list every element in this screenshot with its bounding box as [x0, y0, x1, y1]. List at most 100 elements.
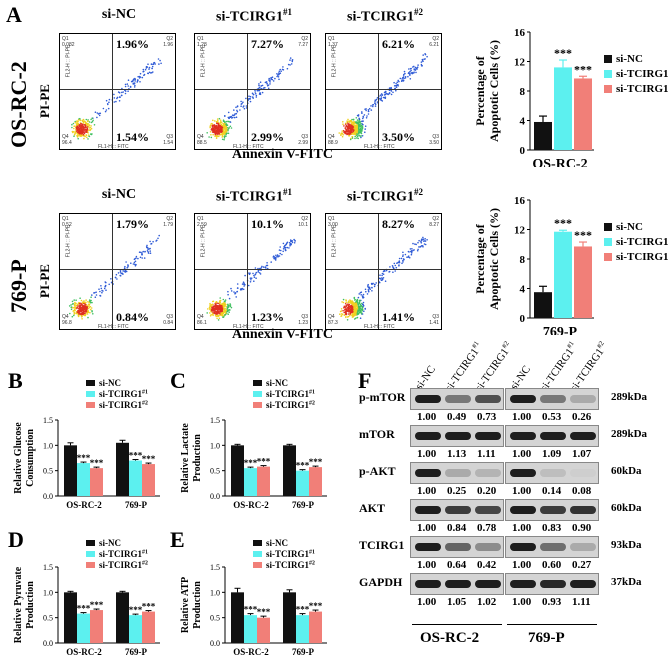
event-dot	[266, 267, 269, 270]
event-dot	[86, 136, 88, 139]
event-dot	[75, 122, 78, 124]
event-dot	[400, 257, 403, 260]
event-dot	[259, 81, 262, 83]
bar	[309, 611, 322, 643]
event-dot	[380, 277, 383, 279]
event-dot	[83, 302, 85, 305]
event-dot	[78, 127, 81, 130]
event-dot	[290, 243, 293, 245]
legend-label: si-NC	[616, 221, 643, 233]
event-dot	[74, 302, 77, 305]
blot-strip	[505, 499, 599, 521]
event-dot	[223, 136, 226, 138]
legend-swatch	[604, 223, 612, 231]
blot-strip	[410, 499, 504, 521]
event-dot	[84, 126, 87, 128]
significance: ***	[257, 457, 271, 467]
event-dot	[222, 316, 224, 318]
event-dot	[353, 133, 356, 135]
category-label: OS-RC-2	[233, 500, 269, 510]
event-dot	[356, 308, 359, 310]
event-dot	[73, 306, 75, 309]
event-dot	[76, 121, 79, 123]
event-dot	[115, 100, 117, 103]
event-dot	[215, 124, 217, 127]
event-dot	[73, 125, 75, 127]
event-dot	[278, 72, 281, 75]
event-dot	[372, 105, 374, 108]
event-dot	[398, 257, 401, 260]
event-dot	[139, 256, 142, 259]
band-name: p-AKT	[359, 464, 396, 478]
event-dot	[271, 76, 274, 78]
event-dot	[214, 312, 216, 315]
event-dot	[211, 303, 213, 306]
legend-swatch	[604, 55, 612, 63]
significance: ***	[244, 605, 258, 615]
y-tick-label: 1.5	[43, 563, 53, 572]
event-dot	[398, 261, 401, 264]
protein-band	[445, 469, 471, 477]
event-dot	[342, 129, 345, 132]
event-dot	[142, 68, 145, 71]
event-dot	[368, 286, 371, 289]
q3-percent: 1.23%	[251, 310, 284, 324]
group-label: 769-P	[528, 630, 565, 646]
event-dot	[376, 97, 379, 99]
event-dot	[81, 119, 84, 122]
event-dot	[290, 63, 293, 65]
category-label: OS-RC-2	[233, 647, 269, 657]
protein-band	[445, 506, 471, 514]
event-dot	[252, 93, 255, 96]
event-dot	[248, 273, 251, 276]
event-dot	[289, 239, 292, 241]
band-quantity: 0.27	[572, 559, 592, 571]
event-dot	[73, 313, 76, 315]
event-dot	[224, 313, 227, 316]
band-quantity: 1.00	[417, 596, 437, 608]
flow-plot: Q1 2.59 Q2 10.1 Q4 86.1 Q3 1.23 FL1-H :: FITC FL2…	[194, 213, 311, 330]
event-dot	[362, 293, 365, 296]
event-dot	[70, 306, 72, 309]
event-dot	[358, 117, 360, 120]
legend-label: si-TCIRG1#1	[616, 67, 668, 80]
band-quantity: 1.00	[417, 559, 437, 571]
event-dot	[350, 307, 353, 310]
q2-value: 1.96	[163, 42, 173, 48]
event-dot	[80, 122, 82, 125]
blot-strip	[505, 536, 599, 558]
event-dot	[357, 296, 360, 299]
event-dot	[137, 79, 139, 81]
event-dot	[289, 59, 291, 61]
event-dot	[84, 313, 87, 316]
event-dot	[243, 282, 245, 285]
event-dot	[116, 278, 118, 280]
event-dot	[114, 276, 117, 279]
event-dot	[71, 315, 74, 318]
protein-band	[415, 432, 441, 440]
event-dot	[401, 78, 403, 80]
protein-band	[540, 580, 566, 588]
flow-plot: Q1 1.37 Q2 6.21 Q4 88.9 Q3 3.50 FL1-H :: FITC FL2…	[325, 33, 442, 150]
event-dot	[359, 307, 362, 310]
scatter-points	[339, 236, 428, 321]
event-dot	[357, 310, 359, 313]
event-dot	[230, 306, 233, 309]
event-dot	[225, 306, 227, 308]
event-dot	[347, 118, 349, 121]
band-quantity: 1.11	[572, 596, 591, 608]
event-dot	[134, 80, 136, 82]
event-dot	[388, 270, 391, 273]
event-dot	[135, 255, 138, 258]
event-dot	[212, 119, 214, 122]
event-dot	[416, 249, 419, 252]
y-label-line1: Relative Pyruvate	[13, 566, 24, 643]
event-dot	[409, 248, 412, 250]
flow-plot: Q1 0.52 Q2 1.79 Q4 96.8 Q3 0.84 FL1-H :: FITC FL2…	[59, 213, 176, 330]
event-dot	[88, 124, 91, 126]
scatter-points	[206, 57, 294, 141]
event-dot	[345, 129, 348, 131]
event-dot	[251, 92, 254, 95]
event-dot	[286, 242, 288, 244]
event-dot	[398, 264, 400, 266]
